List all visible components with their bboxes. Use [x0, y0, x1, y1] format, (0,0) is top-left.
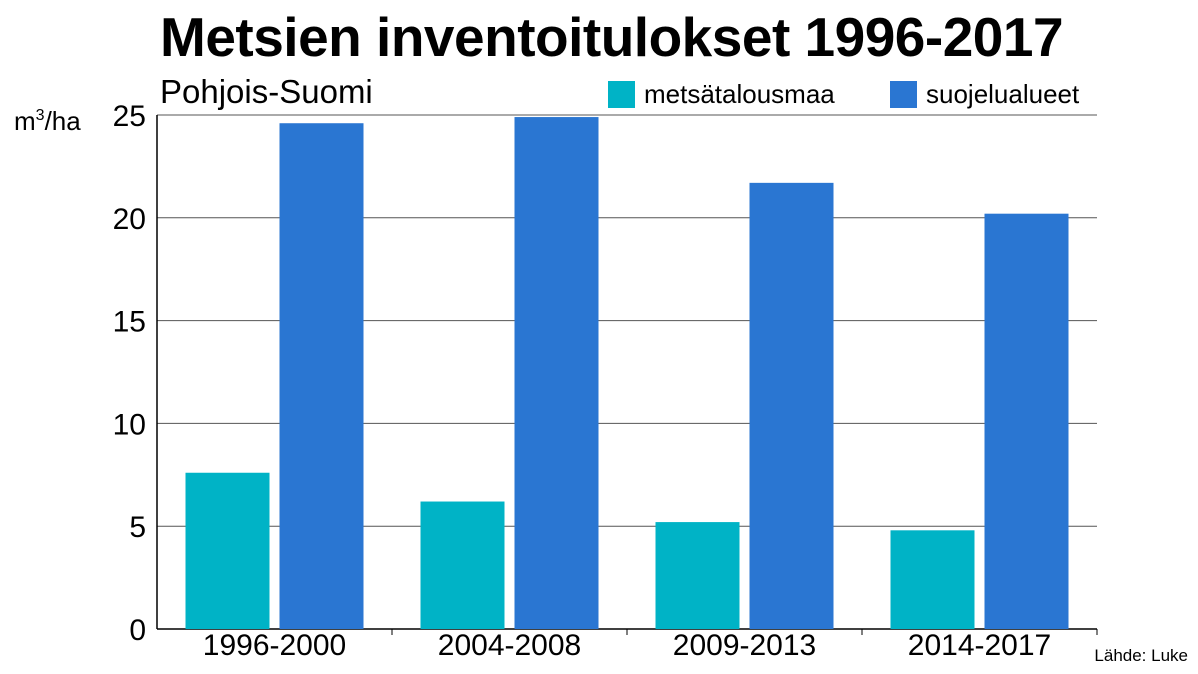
y-tick-label: 0 — [129, 614, 146, 647]
unit-base: m — [14, 106, 36, 136]
x-tick-label: 2004-2008 — [438, 629, 581, 662]
legend-label-metsatalousmaa: metsätalousmaa — [644, 79, 835, 109]
y-tick-label: 5 — [129, 511, 146, 544]
y-tick-label: 20 — [113, 203, 146, 236]
unit-suffix: /ha — [44, 106, 81, 136]
chart-title: Metsien inventoitulokset 1996-2017 — [160, 6, 1064, 68]
bar-metsatalousmaa — [890, 530, 975, 629]
legend-item-metsatalousmaa: metsätalousmaa — [608, 79, 835, 109]
bar-suojelualueet — [749, 182, 834, 629]
y-axis-unit-label: m3/ha — [14, 104, 81, 138]
x-tick-label: 2014-2017 — [908, 629, 1051, 662]
bar-suojelualueet — [984, 213, 1069, 630]
legend-item-suojelualueet: suojelualueet — [890, 79, 1079, 109]
bar-suojelualueet — [279, 123, 364, 629]
unit-superscript: 3 — [35, 107, 45, 124]
legend-label-suojelualueet: suojelualueet — [926, 79, 1080, 109]
y-tick-label: 15 — [113, 306, 146, 339]
legend-swatch-metsatalousmaa — [608, 80, 635, 108]
chart-subtitle: Pohjois-Suomi — [160, 73, 373, 110]
bar-metsatalousmaa — [655, 522, 740, 629]
source-note: Lähde: Luke — [1094, 646, 1188, 665]
bar-suojelualueet — [514, 117, 599, 629]
y-tick-label: 10 — [113, 408, 146, 441]
bar-metsatalousmaa — [420, 501, 505, 629]
x-tick-label: 2009-2013 — [673, 629, 816, 662]
legend-swatch-suojelualueet — [890, 80, 917, 108]
bar-metsatalousmaa — [185, 472, 270, 629]
y-tick-label: 25 — [113, 100, 146, 133]
x-tick-label: 1996-2000 — [203, 629, 346, 662]
